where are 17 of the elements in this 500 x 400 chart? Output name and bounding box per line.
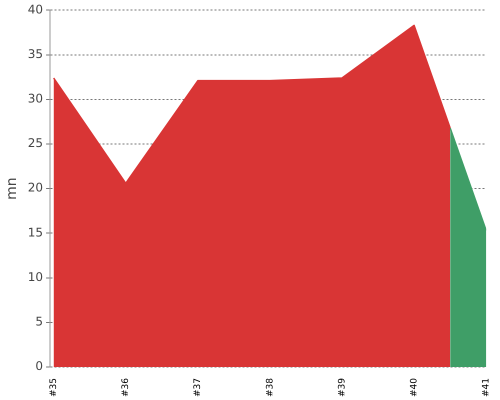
x-tick-label: #40 <box>409 378 420 398</box>
y-tick-label: 5 <box>35 314 44 329</box>
y-tick-label: 15 <box>28 225 44 240</box>
y-axis-title: mn <box>4 177 20 200</box>
y-tick-label: 0 <box>35 359 44 374</box>
y-tick-label: 25 <box>28 136 44 150</box>
x-tick-label: #35 <box>49 378 60 398</box>
y-tick-label: 40 <box>28 2 44 16</box>
x-tick-label: #36 <box>121 378 132 398</box>
y-tick-label: 30 <box>28 92 44 106</box>
y-tick-label: 35 <box>28 46 44 61</box>
x-tick-label: #39 <box>337 378 348 398</box>
y-tick-label: 20 <box>28 180 44 195</box>
x-tick-label: #38 <box>265 378 276 398</box>
y-tick-label: 10 <box>28 270 44 284</box>
x-tick-label: #37 <box>193 378 204 398</box>
x-tick-label: #41 <box>482 378 492 398</box>
